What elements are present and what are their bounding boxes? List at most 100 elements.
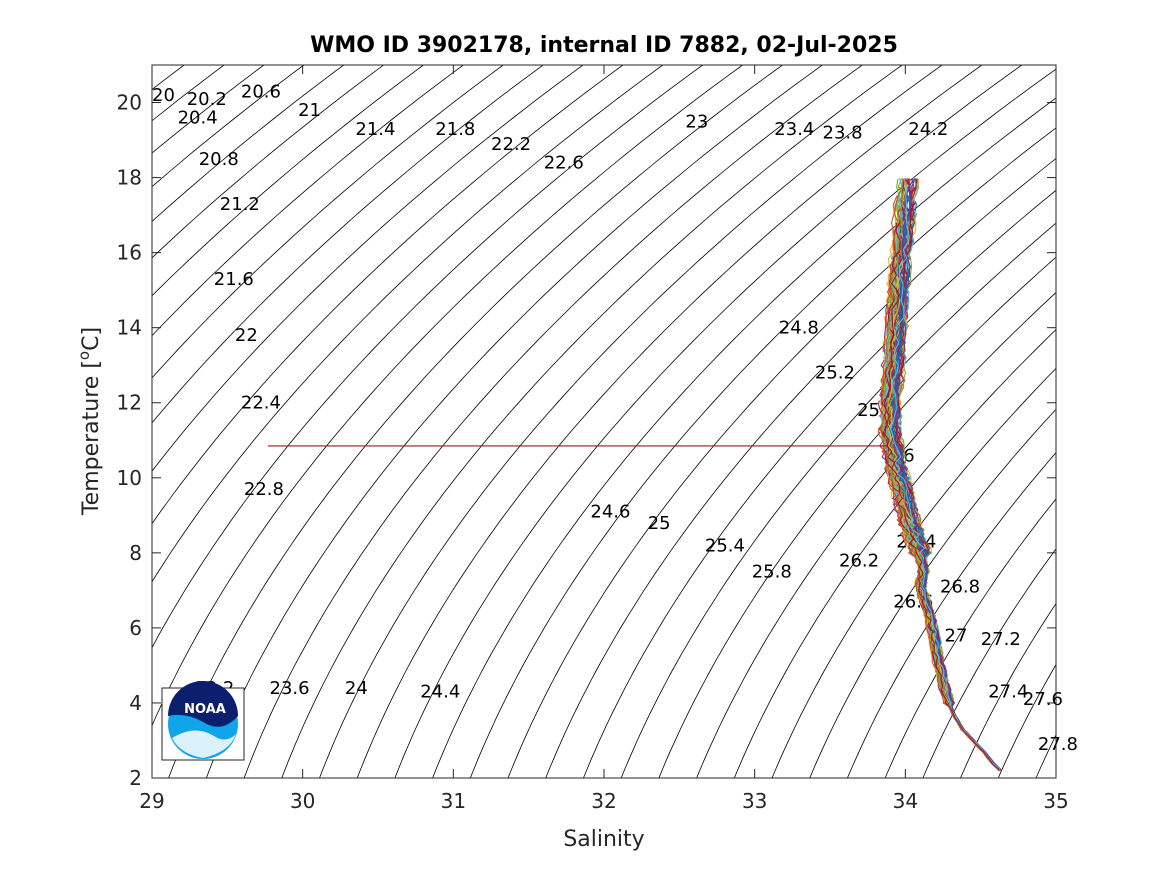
density-contour-label: 26.8 bbox=[940, 577, 980, 598]
y-tick-label: 16 bbox=[117, 241, 142, 265]
y-tick-label: 14 bbox=[117, 316, 142, 340]
density-contour-label: 25.4 bbox=[705, 535, 745, 556]
density-contour-label: 24.6 bbox=[590, 502, 630, 523]
density-contour-label: 23.6 bbox=[270, 678, 310, 699]
y-tick-label: 6 bbox=[129, 616, 142, 640]
y-axis-label-main: Temperature [ bbox=[79, 360, 104, 516]
density-contour-line bbox=[620, 222, 1056, 778]
density-contour-line bbox=[152, 65, 703, 649]
density-contour-label: 27 bbox=[945, 625, 968, 646]
density-contour-label: 20.2 bbox=[187, 89, 227, 110]
density-contour-label: 20.8 bbox=[199, 149, 239, 170]
y-tick-label: 4 bbox=[129, 691, 142, 715]
density-contour-line bbox=[152, 65, 464, 337]
density-contour-line bbox=[356, 65, 983, 778]
y-tick-label: 18 bbox=[117, 166, 142, 190]
density-contour-line bbox=[884, 498, 1056, 778]
density-contour-line bbox=[469, 97, 1056, 778]
density-contour-line bbox=[206, 65, 823, 778]
profile-line bbox=[884, 222, 1000, 771]
y-axis-label: Temperature [oC] bbox=[75, 327, 104, 516]
density-contour-line bbox=[152, 65, 544, 424]
x-axis-ticks: 29 30 31 32 33 34 35 bbox=[139, 65, 1069, 813]
density-contour-line bbox=[583, 189, 1056, 778]
noaa-logo-wave bbox=[172, 730, 236, 758]
y-axis-label-end: C] bbox=[79, 327, 104, 351]
density-contour-label: 22.6 bbox=[544, 153, 584, 174]
density-contour-label: 27.4 bbox=[988, 682, 1028, 703]
density-contour-label: 24 bbox=[345, 678, 368, 699]
density-contour-line bbox=[152, 65, 384, 259]
density-contour-label: 25.8 bbox=[752, 562, 792, 583]
density-contour-label: 25.2 bbox=[815, 363, 855, 384]
density-contour-line bbox=[922, 548, 1056, 778]
density-contour-label: 24.4 bbox=[420, 682, 460, 703]
density-contour-label: 21.2 bbox=[220, 194, 260, 215]
x-tick-label: 29 bbox=[139, 789, 164, 813]
chart-title: WMO ID 3902178, internal ID 7882, 02-Jul… bbox=[310, 33, 898, 58]
density-contour-label: 22.4 bbox=[241, 393, 281, 414]
x-tick-label: 31 bbox=[441, 789, 466, 813]
density-contour-line bbox=[152, 65, 424, 297]
noaa-logo-top bbox=[168, 681, 238, 727]
density-contour-label: 22 bbox=[235, 325, 258, 346]
x-tick-label: 33 bbox=[742, 789, 767, 813]
density-contour-label: 23.4 bbox=[774, 119, 814, 140]
density-contour-line bbox=[168, 65, 783, 778]
x-tick-label: 35 bbox=[1043, 789, 1068, 813]
y-tick-label: 8 bbox=[129, 541, 142, 565]
density-contour-line bbox=[152, 65, 504, 379]
density-contour-label: 23 bbox=[685, 111, 708, 132]
density-contour-label: 24.2 bbox=[908, 119, 948, 140]
y-tick-label: 12 bbox=[117, 391, 142, 415]
density-contour-line bbox=[152, 65, 305, 188]
density-contour-label: 20.4 bbox=[178, 108, 218, 129]
density-contour-label: 21 bbox=[298, 100, 321, 121]
y-tick-label: 2 bbox=[129, 766, 142, 790]
density-contour-label: 27.6 bbox=[1023, 689, 1063, 710]
density-contour-line bbox=[243, 65, 863, 778]
density-contour-line bbox=[152, 65, 624, 525]
density-contour-label: 20.6 bbox=[241, 81, 281, 102]
density-contour-labels: 20 20.220.4 20.6 20.8 21 21.2 21.4 21.6 21.8 22 22… bbox=[152, 81, 1078, 755]
density-contour-line bbox=[733, 329, 1056, 778]
density-contour-line bbox=[152, 65, 664, 583]
density-contour-label: 27.2 bbox=[981, 629, 1021, 650]
density-contour-label: 22.2 bbox=[491, 134, 531, 155]
profile-line bbox=[889, 186, 1001, 771]
density-contour-label: 25 bbox=[648, 513, 671, 534]
x-axis-label: Salinity bbox=[563, 827, 644, 852]
density-contour-label: 22.8 bbox=[244, 479, 284, 500]
density-contour-label: 21.8 bbox=[435, 119, 475, 140]
y-axis-label-superscript: o bbox=[75, 351, 93, 360]
density-contour-lines bbox=[152, 65, 1056, 778]
density-contour-line bbox=[152, 65, 743, 727]
density-contour-label: 21.4 bbox=[355, 119, 395, 140]
y-tick-label: 20 bbox=[117, 91, 142, 115]
noaa-logo-text: NOAA bbox=[184, 702, 226, 717]
density-contour-label: 24.8 bbox=[779, 318, 819, 339]
density-contour-line bbox=[319, 65, 943, 778]
x-tick-label: 30 bbox=[290, 789, 315, 813]
x-tick-label: 32 bbox=[591, 789, 616, 813]
density-contour-line bbox=[960, 602, 1056, 778]
noaa-logo: NOAA bbox=[161, 681, 245, 761]
density-contour-line bbox=[152, 65, 344, 222]
density-contour-line bbox=[696, 292, 1056, 778]
density-contour-line bbox=[545, 158, 1056, 778]
density-contour-line bbox=[152, 65, 584, 472]
y-tick-label: 10 bbox=[117, 466, 142, 490]
density-contour-line bbox=[809, 408, 1056, 778]
density-contour-line bbox=[507, 127, 1056, 778]
profile-lines bbox=[877, 178, 1003, 771]
density-contour-label: 20 bbox=[152, 85, 175, 106]
density-contour-label: 27.8 bbox=[1038, 734, 1078, 755]
x-tick-label: 34 bbox=[893, 789, 918, 813]
density-contour-line bbox=[394, 65, 1023, 778]
density-contour-label: 23.8 bbox=[823, 123, 863, 144]
density-contour-line bbox=[771, 367, 1056, 778]
density-contour-line bbox=[281, 65, 903, 778]
